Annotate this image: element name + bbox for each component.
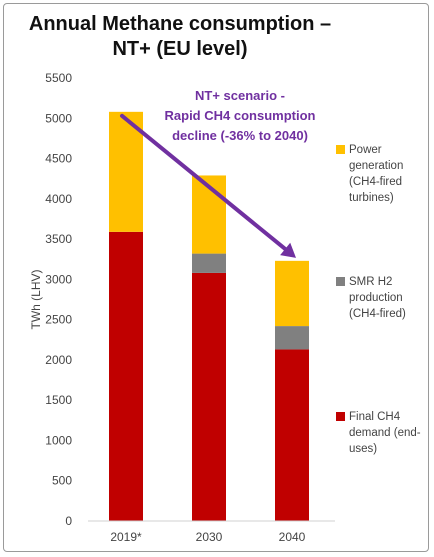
trend-arrow-head [280,242,296,258]
x-tick-label: 2040 [279,530,306,544]
legend-label-line: turbines) [349,192,394,204]
chart-title-line-2: NT+ (EU level) [112,38,248,60]
legend-swatch [336,145,345,154]
y-tick-label: 4500 [45,152,72,166]
y-tick-label: 3000 [45,272,72,286]
bar-segment [109,111,143,232]
legend-label-line: demand (end- [349,427,421,439]
annotation-text-line: NT+ scenario - [195,88,285,103]
y-tick-label: 1500 [45,393,72,407]
bar-segment [275,326,309,350]
trend-arrow-line [120,113,288,251]
legend-label-line: (CH4-fired [349,176,402,188]
legend-label-line: generation [349,160,403,172]
legend-swatch [336,277,345,286]
legend-label-line: Final CH4 [349,411,401,423]
y-tick-label: 5000 [45,111,72,125]
legend-label-line: uses) [349,443,377,455]
x-tick-label: 2019* [110,530,142,544]
bar-segment [275,260,309,327]
y-tick-label: 2000 [45,353,72,367]
y-tick-label: 500 [52,474,72,488]
bar-segment [192,253,226,273]
legend-label-line: production [349,292,403,304]
chart-title: Annual Methane consumption – NT+ (EU lev… [0,12,360,62]
bar-segment [109,231,143,522]
legend-swatch [336,412,345,421]
chart-title-line-1: Annual Methane consumption – [28,13,332,35]
y-tick-label: 0 [65,514,72,528]
y-tick-label: 5500 [45,71,72,85]
bar-segment [275,349,309,521]
legend-label-line: Power [349,144,382,156]
y-tick-label: 4000 [45,192,72,206]
y-axis-label: TWh (LHV) [29,269,43,329]
y-tick-label: 3500 [45,232,72,246]
annotation-text-line: decline (-36% to 2040) [172,128,308,143]
annotation-text-line: Rapid CH4 consumption [165,108,316,123]
y-tick-label: 2500 [45,313,72,327]
y-tick-label: 1000 [45,433,72,447]
legend-label-line: SMR H2 [349,276,392,288]
bar-segment [192,272,226,521]
legend-label-line: (CH4-fired) [349,308,406,320]
x-tick-label: 2030 [196,530,223,544]
